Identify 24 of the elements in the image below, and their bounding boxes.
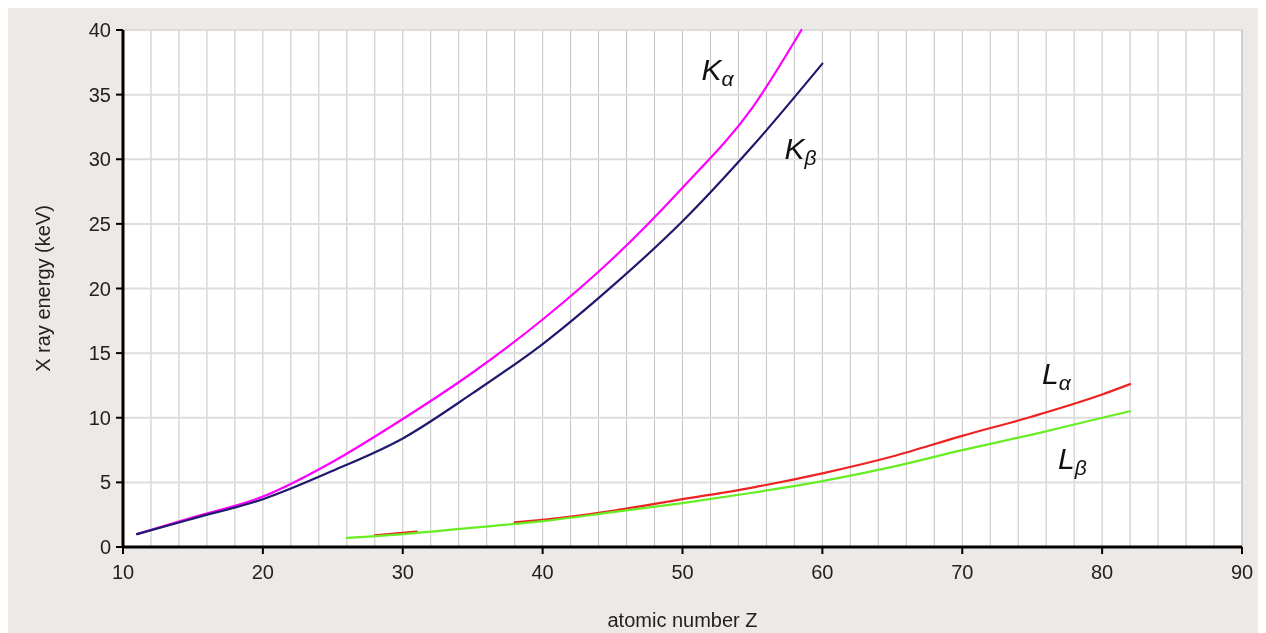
y-tick-label: 35 bbox=[88, 83, 111, 106]
y-tick-label: 15 bbox=[88, 342, 111, 365]
y-tick-label: 30 bbox=[88, 148, 111, 171]
x-tick-label: 40 bbox=[531, 561, 554, 583]
series-label: L$_{α}$ bbox=[1042, 357, 1072, 395]
x-tick-label: 80 bbox=[1091, 561, 1114, 583]
x-tick-label: 20 bbox=[251, 561, 274, 583]
line-series bbox=[345, 410, 1132, 540]
x-axis-title: atomic number Z bbox=[607, 609, 758, 631]
y-tick-label: 20 bbox=[88, 277, 111, 300]
x-tick-label: 70 bbox=[951, 561, 974, 583]
series-label: K$_{β}$ bbox=[784, 131, 817, 169]
x-tick-label: 60 bbox=[811, 561, 834, 583]
x-tick-label: 50 bbox=[671, 561, 694, 583]
y-tick-label: 10 bbox=[88, 406, 111, 429]
y-tick-label: 5 bbox=[99, 471, 111, 494]
series-label: L$_{β}$ bbox=[1058, 442, 1087, 480]
series-label: K$_{α}$ bbox=[701, 53, 735, 91]
y-tick-label: 25 bbox=[88, 212, 111, 235]
x-tick-label: 90 bbox=[1230, 561, 1254, 583]
y-tick-label: 40 bbox=[88, 19, 111, 41]
x-tick-label: 30 bbox=[391, 561, 414, 583]
y-axis-title: X ray energy (keV) bbox=[32, 205, 54, 372]
y-tick-label: 0 bbox=[99, 536, 111, 558]
